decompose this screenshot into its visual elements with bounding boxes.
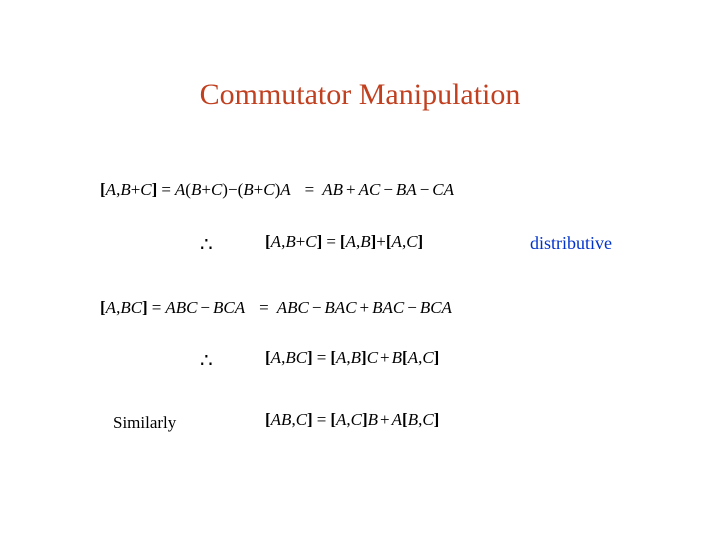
bracket-close: ]	[434, 410, 440, 430]
plus: +	[296, 232, 306, 252]
term-ac: AC	[359, 180, 381, 200]
sym-a: A	[106, 180, 116, 200]
sym-a: A	[408, 348, 418, 368]
slide: Commutator Manipulation [ A , B + C ] = …	[0, 0, 720, 540]
therefore-1: ∴	[200, 232, 213, 257]
sym-b: B	[408, 410, 418, 430]
sym-b: B	[285, 232, 295, 252]
result-3: [ AB , C ] = [ A , C ] B + A [ B , C ]	[265, 410, 439, 430]
sym-a: A	[271, 232, 281, 252]
minus: −	[407, 298, 417, 318]
sym-b3: B	[243, 180, 253, 200]
bracket-close: ]	[307, 348, 313, 368]
equals: =	[161, 180, 171, 200]
equals: =	[317, 348, 327, 368]
sym-a: A	[271, 348, 281, 368]
sym-b: B	[360, 232, 370, 252]
plus: +	[380, 410, 390, 430]
slide-title: Commutator Manipulation	[0, 78, 720, 112]
minus: −	[200, 298, 210, 318]
equation-2: [ A , B C ] = ABC − BCA = ABC − BAC + BA…	[100, 298, 452, 318]
term-abc: ABC	[277, 298, 309, 318]
sym-b: B	[120, 298, 130, 318]
bracket-close: ]	[418, 232, 424, 252]
sym-a: A	[346, 232, 356, 252]
bracket-close: ]	[142, 298, 148, 318]
sym-c: C	[367, 348, 378, 368]
minus: −	[228, 180, 238, 200]
sym-c: C	[305, 232, 316, 252]
similarly-label: Similarly	[113, 413, 176, 433]
sym-a: A	[392, 232, 402, 252]
plus: +	[131, 180, 141, 200]
sym-a2: A	[175, 180, 185, 200]
therefore-2: ∴	[200, 348, 213, 373]
therefore-icon: ∴	[200, 348, 213, 373]
bracket-close: ]	[317, 232, 323, 252]
minus: −	[312, 298, 322, 318]
equals: =	[317, 410, 327, 430]
sym-c: C	[296, 410, 307, 430]
plus4: +	[346, 180, 356, 200]
bracket-close: ]	[307, 410, 313, 430]
term-ba: BA	[396, 180, 417, 200]
bracket-close: ]	[434, 348, 440, 368]
sym-ab: AB	[271, 410, 292, 430]
note-distributive: distributive	[530, 233, 612, 254]
term-bac: BAC	[372, 298, 404, 318]
equals: =	[152, 298, 162, 318]
sym-c: C	[351, 410, 362, 430]
minus2: −	[383, 180, 393, 200]
plus3: +	[254, 180, 264, 200]
sym-c2: C	[211, 180, 222, 200]
equals-2: =	[259, 298, 269, 318]
plus: +	[380, 348, 390, 368]
equals-2: =	[305, 180, 315, 200]
sym-c3: C	[263, 180, 274, 200]
term-bca: BCA	[420, 298, 452, 318]
term-abc: ABC	[165, 298, 197, 318]
sym-a: A	[106, 298, 116, 318]
plus2: +	[201, 180, 211, 200]
minus3: −	[420, 180, 430, 200]
sym-a: A	[392, 410, 402, 430]
sym-a3: A	[280, 180, 290, 200]
sym-b: B	[120, 180, 130, 200]
term-bac: BAC	[324, 298, 356, 318]
sym-bc: BC	[285, 348, 307, 368]
sym-c: C	[406, 232, 417, 252]
sym-a: A	[336, 348, 346, 368]
sym-c: C	[140, 180, 151, 200]
term-ab: AB	[322, 180, 343, 200]
sym-c: C	[422, 410, 433, 430]
therefore-icon: ∴	[200, 232, 213, 257]
sym-a: A	[336, 410, 346, 430]
sym-b: B	[392, 348, 402, 368]
sym-b2: B	[191, 180, 201, 200]
plus: +	[360, 298, 370, 318]
result-1: [ A , B + C ] = [ A , B ] + [ A , C ]	[265, 232, 423, 252]
sym-b: B	[351, 348, 361, 368]
term-bca: BCA	[213, 298, 245, 318]
sym-c: C	[131, 298, 142, 318]
sym-c: C	[422, 348, 433, 368]
equation-1: [ A , B + C ] = A ( B + C ) − ( B + C ) …	[100, 180, 454, 200]
result-2: [ A , BC ] = [ A , B ] C + B [ A , C ]	[265, 348, 439, 368]
equals: =	[326, 232, 336, 252]
sym-b: B	[368, 410, 378, 430]
term-ca: CA	[432, 180, 454, 200]
plus: +	[376, 232, 386, 252]
bracket-close: ]	[152, 180, 158, 200]
